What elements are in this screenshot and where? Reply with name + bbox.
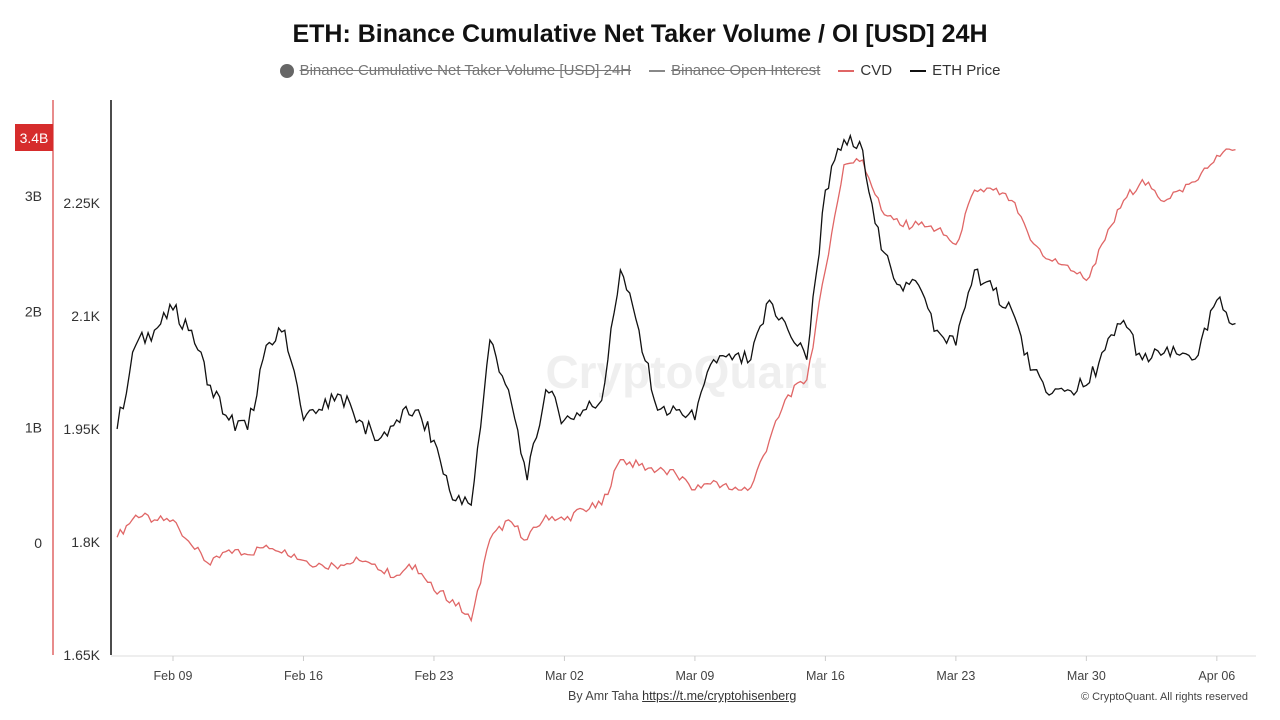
- legend-item-cvd[interactable]: CVD: [838, 62, 892, 79]
- author: By Amr Taha: [568, 689, 639, 703]
- legend: Binance Cumulative Net Taker Volume [USD…: [0, 62, 1280, 79]
- right-tick-label: 1.65K: [63, 647, 100, 663]
- x-tick-label: Mar 16: [806, 669, 845, 683]
- watermark: CryptoQuant: [545, 346, 826, 398]
- left-tick-label: 3B: [25, 188, 42, 204]
- legend-item-eth-price[interactable]: ETH Price: [910, 62, 1000, 79]
- line-icon: [649, 69, 666, 72]
- x-tick-label: Apr 06: [1198, 669, 1235, 683]
- left-tick-label: 0: [34, 535, 42, 551]
- line-icon: [910, 69, 927, 72]
- legend-label: ETH Price: [932, 62, 1001, 79]
- legend-label: Binance Open Interest: [671, 62, 821, 79]
- chart-title: ETH: Binance Cumulative Net Taker Volume…: [292, 20, 988, 48]
- x-tick-label: Mar 02: [545, 669, 584, 683]
- x-tick-label: Mar 30: [1067, 669, 1106, 683]
- last-value-label: 3.4B: [20, 130, 49, 146]
- legend-item-open-interest[interactable]: Binance Open Interest: [649, 62, 820, 79]
- left-tick-label: 1B: [25, 419, 42, 435]
- x-tick-label: Feb 16: [284, 669, 323, 683]
- eth-price-line: [116, 133, 1236, 507]
- copyright: © CryptoQuant. All rights reserved: [1080, 691, 1248, 703]
- x-tick-label: Mar 09: [675, 669, 714, 683]
- right-tick-label: 1.95K: [63, 421, 100, 437]
- author-link[interactable]: https://t.me/cryptohisenberg: [642, 689, 797, 703]
- x-tick-label: Mar 23: [936, 669, 975, 683]
- x-tick-label: Feb 09: [154, 669, 193, 683]
- legend-label: CVD: [860, 62, 893, 79]
- right-tick-label: 1.8K: [71, 534, 100, 550]
- circle-icon: [279, 63, 294, 78]
- legend-label: Binance Cumulative Net Taker Volume [USD…: [299, 62, 632, 79]
- right-tick-label: 2.1K: [71, 308, 100, 324]
- line-icon: [838, 69, 855, 72]
- last-value-badge: [15, 124, 53, 151]
- footer-author: By Amr Taha https://t.me/cryptohisenberg: [568, 689, 796, 703]
- legend-item-net-taker-volume[interactable]: Binance Cumulative Net Taker Volume [USD…: [279, 62, 632, 79]
- x-tick-label: Feb 23: [414, 669, 453, 683]
- left-tick-label: 2B: [25, 304, 42, 320]
- right-tick-label: 2.25K: [63, 195, 100, 211]
- cvd-line: [116, 148, 1236, 623]
